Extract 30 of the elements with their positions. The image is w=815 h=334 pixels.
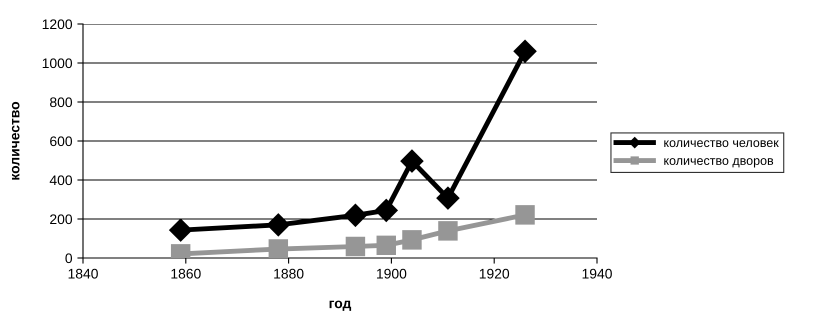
point — [376, 236, 396, 256]
y-tick-label: 800 — [50, 97, 72, 108]
point — [438, 221, 458, 241]
y-tick-label: 0 — [65, 253, 72, 264]
point — [346, 236, 366, 256]
point — [344, 204, 367, 227]
x-tick-label: 1900 — [377, 268, 406, 279]
legend-label: количество человек — [664, 140, 779, 148]
x-tick-label: 1920 — [480, 268, 510, 279]
y-tick-label: 1000 — [42, 58, 72, 68]
point — [374, 198, 398, 222]
x-axis-title: год — [330, 300, 352, 311]
y-tick-label: 400 — [50, 175, 72, 186]
x-tick-label: 1840 — [68, 268, 98, 279]
y-tick-label: 600 — [50, 136, 72, 146]
point — [402, 230, 422, 250]
point — [515, 205, 535, 225]
y-axis-title: количество — [12, 102, 20, 180]
legend-label: количество дворов — [664, 158, 774, 168]
point — [400, 150, 424, 173]
x-tick-label: 1880 — [274, 268, 304, 279]
y-tick-label: 1200 — [42, 19, 72, 30]
x-tick-label: 1940 — [582, 268, 612, 279]
y-tick-label: 200 — [50, 214, 72, 224]
x-tick-label: 1860 — [171, 268, 201, 279]
point — [268, 239, 288, 258]
point — [436, 186, 460, 210]
point — [514, 40, 537, 63]
point — [266, 213, 290, 236]
point — [169, 218, 192, 242]
